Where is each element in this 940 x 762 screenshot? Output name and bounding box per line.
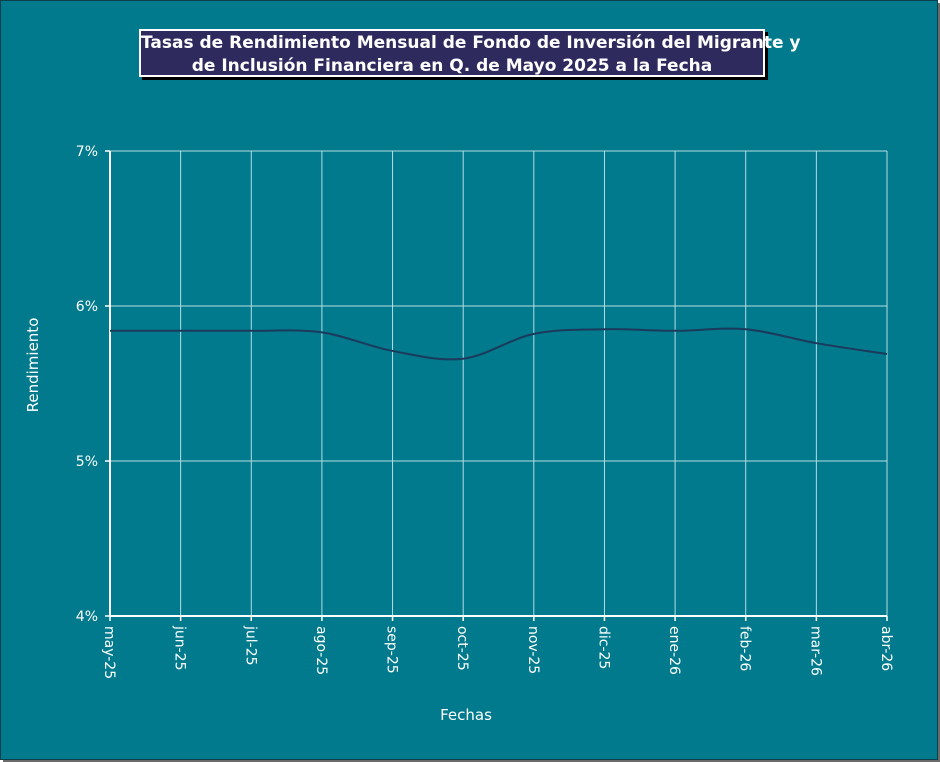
axes bbox=[105, 150, 888, 621]
tick-labels: 4% 5% 6% 7% may-25 jun-25 jul-25 ago-25 sep-25 oc… bbox=[76, 144, 894, 679]
x-tick-label: may-25 bbox=[101, 626, 117, 679]
chart-title-line-1: Tasas de Rendimiento Mensual de Fondo de… bbox=[141, 33, 801, 53]
series-layer bbox=[109, 327, 888, 361]
series-line bbox=[110, 327, 888, 361]
y-tick-label: 4% bbox=[76, 609, 98, 625]
x-tick-label: abr-26 bbox=[878, 626, 894, 671]
grid-lines bbox=[109, 150, 888, 617]
x-tick-label: mar-26 bbox=[807, 626, 823, 676]
x-tick-label: jul-25 bbox=[242, 625, 258, 666]
chart-title: Tasas de Rendimiento Mensual de Fondo de… bbox=[139, 29, 801, 77]
x-tick-label: sep-25 bbox=[384, 626, 400, 674]
x-tick-label: oct-25 bbox=[454, 626, 470, 671]
chart-title-line-2: de Inclusión Financiera en Q. de Mayo 20… bbox=[191, 56, 713, 76]
x-tick-label: ene-26 bbox=[666, 626, 682, 675]
y-axis-title: Rendimiento bbox=[24, 318, 42, 413]
x-tick-label: dic-25 bbox=[595, 626, 611, 669]
y-tick-label: 5% bbox=[76, 454, 98, 470]
x-tick-label: feb-26 bbox=[737, 626, 753, 671]
x-tick-label: nov-25 bbox=[525, 626, 541, 674]
x-tick-label: jun-25 bbox=[172, 625, 188, 671]
x-axis-title: Fechas bbox=[440, 706, 492, 724]
y-tick-label: 6% bbox=[76, 299, 98, 315]
y-tick-label: 7% bbox=[76, 144, 98, 160]
x-tick-label: ago-25 bbox=[313, 626, 329, 675]
